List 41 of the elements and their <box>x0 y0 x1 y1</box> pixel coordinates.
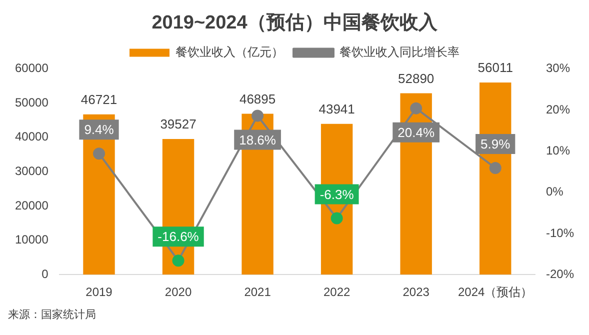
point <box>93 148 106 160</box>
data-label: 43941 <box>318 101 355 116</box>
data-label: 46721 <box>80 92 118 107</box>
point <box>330 212 343 224</box>
y2-tick-label: 20% <box>546 102 570 116</box>
y2-tick-label: 0% <box>546 184 564 199</box>
data-label: 52890 <box>398 70 434 86</box>
chart-title: 2019~2024（预估）中国餐饮收入 <box>152 12 438 34</box>
data-label: 9.4% <box>84 122 114 138</box>
x-tick-label: 2021 <box>244 285 272 300</box>
y-tick-label: 30000 <box>14 164 49 178</box>
point <box>489 162 502 174</box>
data-label: 20.4% <box>398 124 435 140</box>
x-tick-label: 2022 <box>323 285 350 300</box>
y2-tick-label: 30% <box>546 61 570 76</box>
y-tick-label: 10000 <box>14 232 49 247</box>
y-tick-label: 60000 <box>14 61 49 76</box>
y-tick-label: 0 <box>42 266 49 281</box>
x-tick-label: 2023 <box>402 285 430 300</box>
data-label: 18.6% <box>239 132 276 148</box>
y-tick-label: 20000 <box>14 198 49 212</box>
x-tick-label: 2020 <box>164 285 192 300</box>
x-tick-label: 2024（预估） <box>458 285 533 300</box>
data-label: 5.9% <box>480 136 511 152</box>
point <box>252 110 264 122</box>
y2-tick-label: -20% <box>546 266 574 281</box>
data-label: 56011 <box>478 60 513 76</box>
data-label: 39527 <box>160 116 196 132</box>
y2-tick-label: -10% <box>546 226 574 240</box>
y2-tick-label: 10% <box>546 143 570 158</box>
point <box>410 102 422 114</box>
legend-label: 餐饮业收入（亿元） <box>176 45 284 60</box>
x-tick-label: 2019 <box>86 285 113 300</box>
data-label: -16.6% <box>158 229 200 244</box>
y-tick-label: 40000 <box>14 130 49 144</box>
source-note: 来源：国家统计局 <box>8 308 97 322</box>
point <box>172 254 184 267</box>
legend-label: 餐饮业收入同比增长率 <box>340 45 460 60</box>
y-tick-label: 50000 <box>14 95 49 110</box>
data-label: -6.3% <box>320 186 354 202</box>
data-label: 46895 <box>239 91 276 106</box>
